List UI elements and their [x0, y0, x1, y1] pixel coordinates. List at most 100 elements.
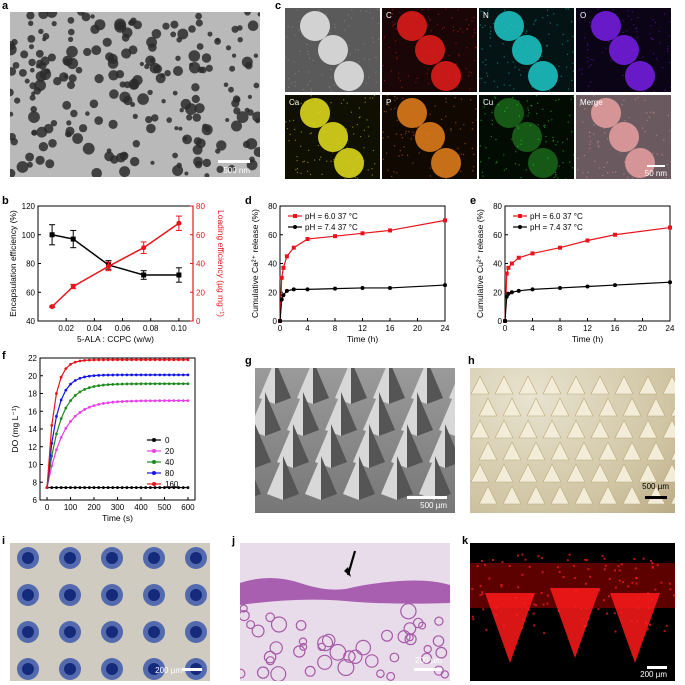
- eds-noise: [557, 177, 559, 179]
- eds-noise: [562, 33, 564, 36]
- nanoparticle: [175, 55, 181, 61]
- fluor-speck: [472, 618, 475, 621]
- eds-map: [285, 95, 380, 179]
- microneedle: [526, 397, 546, 417]
- nanoparticle: [91, 45, 102, 56]
- eds-noise: [668, 35, 670, 37]
- data-point: [92, 385, 96, 388]
- dye-spot-core: [64, 589, 76, 601]
- microneedle-shadow: [379, 392, 395, 436]
- eds-noise: [572, 70, 574, 72]
- y-right-tick-label: 80: [196, 202, 205, 211]
- eds-noise: [637, 36, 639, 38]
- eds-noise: [369, 97, 371, 99]
- fluor-speck: [608, 595, 610, 598]
- data-point: [69, 486, 72, 489]
- eds-noise: [503, 154, 505, 156]
- microneedle: [550, 397, 570, 417]
- eds-noise: [484, 81, 486, 84]
- nanoparticle: [79, 124, 88, 133]
- nanoparticle: [228, 164, 236, 172]
- eds-noise: [481, 77, 483, 79]
- skin-dye-image: 200 µm: [10, 543, 210, 681]
- data-point: [530, 251, 535, 256]
- nanoparticle: [146, 123, 156, 134]
- eds-noise: [634, 98, 636, 100]
- eds-noise: [302, 161, 304, 163]
- eds-noise: [418, 152, 420, 154]
- x-axis-label: Time (h): [347, 334, 378, 344]
- eds-noise: [649, 111, 651, 113]
- eds-noise: [394, 107, 396, 109]
- nanoparticle: [108, 119, 118, 129]
- eds-noise: [383, 36, 386, 38]
- fluor-speck: [488, 599, 491, 602]
- eds-noise: [482, 61, 484, 63]
- eds-noise: [367, 126, 369, 128]
- fluor-speck: [581, 618, 584, 621]
- eds-noise: [636, 31, 638, 33]
- eds-noise: [445, 98, 447, 100]
- eds-noise: [368, 59, 370, 61]
- eds-noise: [484, 24, 486, 27]
- data-point: [106, 373, 110, 377]
- particle-map: [528, 61, 558, 91]
- microneedle-shadow: [427, 368, 443, 404]
- eds-map: [285, 8, 380, 92]
- eds-noise: [426, 73, 428, 75]
- scale-bar-label-h: 500 µm: [642, 482, 669, 491]
- eds-noise: [399, 149, 401, 152]
- nanoparticle: [19, 69, 27, 77]
- nanoparticle: [66, 45, 78, 58]
- microneedle: [470, 419, 490, 439]
- data-point: [78, 410, 82, 414]
- data-point: [120, 400, 124, 403]
- microneedle: [574, 397, 594, 417]
- eds-noise: [445, 8, 447, 10]
- eds-noise: [515, 163, 517, 165]
- eds-noise: [565, 8, 567, 10]
- fluor-speck: [515, 614, 518, 616]
- fluor-speck: [636, 606, 639, 609]
- eds-noise: [512, 61, 514, 63]
- fluor-speck: [656, 564, 659, 567]
- nanoparticle: [189, 62, 194, 67]
- y-tick-label: 80: [26, 260, 35, 269]
- fluor-speck: [541, 571, 544, 574]
- legend-marker: [293, 225, 297, 229]
- eds-noise: [285, 121, 287, 123]
- eds-noise: [670, 10, 671, 12]
- eds-noise: [541, 50, 543, 52]
- eds-noise: [296, 168, 298, 170]
- eds-noise: [669, 62, 671, 64]
- fluor-speck: [524, 558, 527, 561]
- data-point: [530, 287, 535, 292]
- nanoparticle: [66, 57, 79, 70]
- fluor-speck: [573, 576, 576, 579]
- nanoparticle: [51, 21, 57, 27]
- y-tick-label: 14: [28, 425, 37, 434]
- eds-noise: [300, 145, 302, 147]
- legend-label: pH = 7.4 37 °C: [305, 223, 358, 232]
- fluor-speck: [556, 566, 559, 569]
- eds-noise: [537, 138, 540, 140]
- x-axis-label: Time (h): [572, 334, 603, 344]
- data-point: [116, 382, 119, 386]
- eds-noise: [396, 119, 398, 121]
- epidermis: [240, 578, 450, 605]
- nanoparticle: [172, 165, 184, 176]
- nanoparticle: [170, 31, 177, 38]
- dye-spot-core: [106, 589, 118, 601]
- tissue-cell: [381, 629, 394, 642]
- sem-microneedle-image: 500 µm: [255, 368, 455, 513]
- fluor-speck: [654, 588, 657, 591]
- nanoparticle: [196, 138, 206, 149]
- microneedle: [315, 424, 331, 468]
- fluor-speck: [580, 607, 582, 610]
- eds-noise: [615, 13, 617, 16]
- eds-noise: [497, 62, 499, 64]
- nanoparticle: [178, 126, 183, 131]
- nanoparticle: [177, 28, 189, 40]
- fluor-speck: [587, 617, 590, 620]
- eds-noise: [330, 76, 332, 79]
